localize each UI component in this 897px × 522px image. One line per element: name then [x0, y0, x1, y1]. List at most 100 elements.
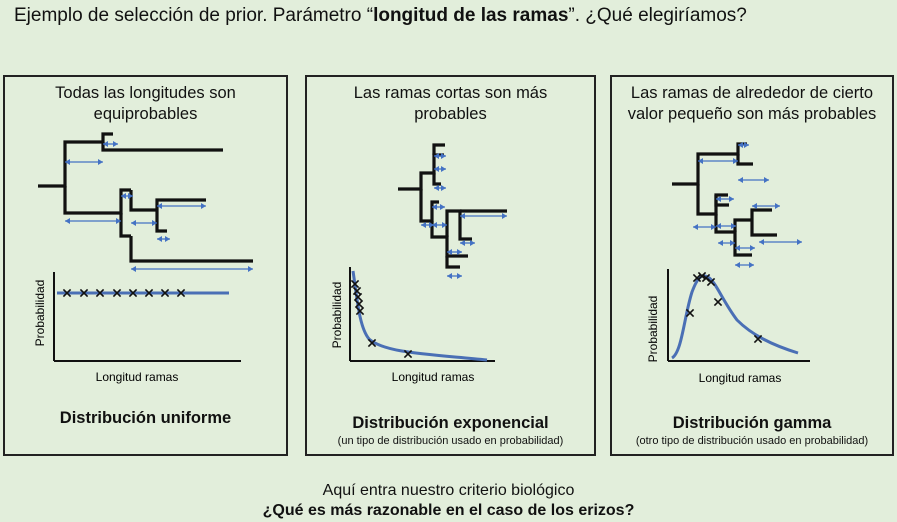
arrowhead	[429, 222, 434, 228]
uniform-figure: Probabilidad Longitud ramas	[33, 132, 253, 384]
arrowhead	[457, 249, 462, 255]
title-suffix: ”. ¿Qué elegiríamos?	[568, 5, 747, 26]
arrowhead	[152, 220, 157, 226]
sample-marker	[95, 288, 105, 298]
y-axis-label: Probabilidad	[33, 280, 47, 347]
sample-marker	[354, 299, 364, 309]
sample-marker	[697, 271, 707, 281]
tree-branch	[432, 143, 445, 155]
distribution-curve	[351, 270, 488, 362]
footer-criterion: Aquí entra nuestro criterio biológico	[322, 482, 575, 499]
branch-length-arrows	[421, 153, 507, 279]
tree-branch	[432, 173, 441, 186]
arrowhead	[718, 240, 723, 246]
panel-heading: Todas las longitudes son equiprobables	[55, 84, 236, 123]
tree-branch	[736, 154, 753, 166]
sample-marker	[355, 306, 365, 316]
arrowhead	[440, 204, 445, 210]
arrowhead	[711, 224, 716, 230]
arrowhead	[693, 224, 698, 230]
distribution-curve	[670, 274, 799, 360]
x-axis-label: Longitud ramas	[392, 370, 475, 384]
arrowhead	[447, 249, 452, 255]
arrowhead	[460, 240, 465, 246]
arrowhead	[248, 266, 253, 272]
arrowhead	[775, 203, 780, 209]
arrowhead	[764, 177, 769, 183]
arrowhead	[442, 222, 447, 228]
arrowhead	[434, 153, 439, 159]
distribution-note: (un tipo de distribución usado en probab…	[337, 435, 564, 447]
tree-branch	[398, 153, 444, 191]
gamma-figure: Probabilidad Longitud ramas	[646, 142, 810, 385]
arrowhead	[457, 273, 462, 279]
arrowhead	[116, 218, 121, 224]
tree-branch	[750, 220, 777, 237]
sample-marker	[753, 334, 763, 344]
tree-branch	[445, 209, 472, 241]
arrowhead	[432, 222, 437, 228]
sample-marker	[62, 288, 72, 298]
y-axis-label: Probabilidad	[646, 296, 660, 363]
arrowhead	[716, 196, 721, 202]
tree-branch	[750, 208, 772, 220]
sample-marker	[160, 288, 170, 298]
sample-marker	[713, 297, 723, 307]
arrowhead	[441, 185, 446, 191]
arrowhead	[735, 262, 740, 268]
arrowhead	[797, 239, 802, 245]
title-bold: longitud de las ramas	[373, 5, 569, 26]
branch-length-arrows	[65, 141, 253, 272]
arrowhead	[460, 213, 465, 219]
prior-curve	[57, 288, 229, 298]
distribution-note: (otro tipo de distribución usado en prob…	[635, 435, 869, 447]
tree-branch	[445, 256, 460, 269]
tree-branch	[129, 190, 157, 212]
arrowhead	[738, 177, 743, 183]
arrowhead	[128, 193, 133, 199]
tree-branch	[155, 198, 206, 210]
y-axis-label: Probabilidad	[330, 282, 344, 349]
tree-branch	[38, 132, 113, 188]
arrowhead	[103, 141, 108, 147]
arrowhead	[470, 240, 475, 246]
arrowhead	[759, 239, 764, 245]
distribution-name: Distribución exponencial	[352, 414, 549, 432]
sample-marker	[79, 288, 89, 298]
sample-marker	[112, 288, 122, 298]
tree-branch	[63, 186, 131, 215]
sample-marker	[706, 277, 716, 287]
arrowhead	[733, 158, 738, 164]
arrowhead	[432, 204, 437, 210]
arrowhead	[421, 222, 426, 228]
arrowhead	[65, 218, 70, 224]
tree-branch	[733, 218, 752, 232]
distribution-name: Distribución gamma	[672, 414, 832, 432]
branch-length-arrows	[693, 142, 802, 268]
arrowhead	[744, 142, 749, 148]
sample-marker	[685, 308, 695, 318]
arrowhead	[131, 220, 136, 226]
distribution-name: Distribución uniforme	[59, 409, 232, 427]
panel-gamma: Las ramas de alrededor de cierto valor p…	[610, 75, 894, 456]
arrowhead	[157, 203, 162, 209]
axes	[349, 267, 495, 362]
panel-heading: Las ramas cortas son más probables	[353, 84, 548, 123]
arrowhead	[113, 141, 118, 147]
arrowhead	[729, 196, 734, 202]
tree-branch	[672, 142, 747, 186]
exponential-figure: Probabilidad Longitud ramas	[330, 143, 507, 384]
arrowhead	[752, 203, 757, 209]
arrowhead	[441, 166, 446, 172]
arrowhead	[698, 158, 703, 164]
sample-marker	[367, 338, 377, 348]
arrowhead	[735, 245, 740, 251]
arrowhead	[434, 166, 439, 172]
panel-exponential: Las ramas cortas son más probables	[305, 75, 596, 456]
phylogenetic-tree	[38, 132, 253, 263]
x-axis-label: Longitud ramas	[96, 370, 179, 384]
prior-curve	[670, 271, 799, 360]
panel-heading: Las ramas de alrededor de cierto valor p…	[627, 84, 877, 123]
sample-marker	[403, 349, 413, 359]
arrowhead	[447, 273, 452, 279]
